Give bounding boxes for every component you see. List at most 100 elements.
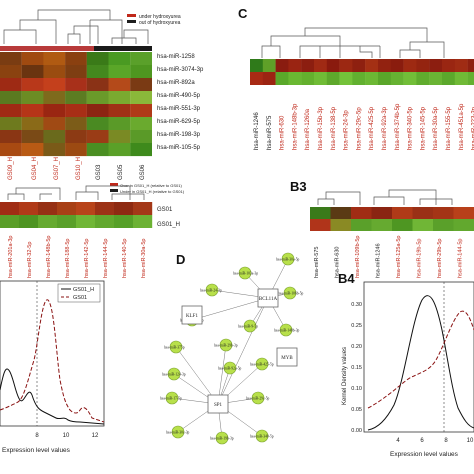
col-label: hsa-miR-575 [314,247,320,278]
heatmap-cell [403,59,417,72]
heatmap-cell [433,207,454,219]
heatmap-cell [108,52,131,66]
heatmap-cell [130,104,152,118]
heatmap-cell [108,130,131,144]
x-tick-label: 8 [444,438,448,444]
heatmap-cell [86,130,109,144]
col-label: hsa-miR-630 [280,115,286,150]
heatmap-cell [416,59,430,72]
heatmap-cell [0,143,22,157]
mirna-node [215,431,229,445]
row-label: hsa-miR-105-5p [157,145,201,151]
network-edge [175,346,219,405]
heatmap-cell [65,91,87,105]
col-label: GS09_H [8,157,14,180]
mirna-node [167,367,181,381]
network-edge [217,297,269,405]
heatmap-cell [288,59,302,72]
col-label: hsa-miR-425-5p [369,106,375,150]
mirna-node-label: hsa-miR-124-3p [162,373,186,377]
panel-b3-heatmap-cells [310,207,474,231]
col-label: hsa-miR-19b-5p [417,239,423,278]
panel-b3-heatmap: B3 hsa-miR-575 hsa-miR-630 hsa-miR-109b-5p… [290,179,474,278]
network-edge [191,297,269,321]
heatmap-cell [114,215,134,228]
heatmap-cell [352,72,366,85]
heatmap-cell [392,207,413,219]
heatmap-cell [412,219,434,231]
heatmap-cell [378,59,391,72]
panel-b1-legend: GS01_H GS01 [57,283,101,303]
heatmap-cell [86,117,109,131]
col-label: GS03 [96,164,102,180]
gene-hub-node [207,394,229,414]
col-label: hsa-miR-24-3p [344,110,350,150]
heatmap-cell [442,72,455,85]
panel-a-legend: under hydroxyurea out of hydroxyurea [127,14,181,26]
x-tick-label: 12 [92,433,99,439]
heatmap-cell [130,143,152,157]
mirna-node-label: hsa-miR-29c-5p [246,397,270,401]
gene-hub-label: MYB [281,356,293,361]
col-label: hsa-miR-1246 [376,243,382,278]
legend-label-out: out of hydroxyurea [139,20,181,26]
heatmap-cell [330,219,352,231]
panel-b3-dendrogram [317,189,453,205]
panel-b2-col-labels: hsa-miR-201a-3p hsa-miR-32-5p hsa-miR-148b… [8,236,147,279]
heatmap-cell [95,202,115,215]
mirna-node-label: hsa-miR-9-5p [238,325,258,329]
col-label: hsa-miR-140-5p [122,239,128,278]
heatmap-cell [86,143,109,157]
heatmap-cell [108,104,131,118]
network-nodes: hsa-miR-103a-3p hsa-miR-30a-5p hsa-miR-24-… [160,252,304,445]
legend-label-gs01: GS01 [73,295,87,301]
heatmap-cell [453,207,474,219]
heatmap-cell [114,202,134,215]
mirna-node [283,286,297,300]
heatmap-cell [392,219,413,231]
legend-swatch-under [110,189,118,192]
mirna-node [255,357,269,371]
density-curve-gs01 [0,299,105,423]
heatmap-cell [429,59,443,72]
legend-label-gs01h: GS01_H [73,287,94,293]
heatmap-cell [65,78,87,92]
heatmap-cell [108,65,131,79]
col-label: hsa-miR-223-3p [472,106,474,150]
heatmap-cell [0,202,20,215]
y-tick-label: 0.05 [351,407,362,413]
heatmap-cell [0,215,20,228]
col-label: hsa-miR-374b-5p [395,103,401,150]
heatmap-cell [339,59,353,72]
density-curve-red [367,310,474,409]
heatmap-cell [0,78,22,92]
heatmap-cell [65,143,87,157]
y-tick-label: 0.30 [351,302,362,308]
heatmap-cell [108,78,131,92]
group-bar-under [0,46,94,51]
x-axis-label: Expression level values [2,447,71,454]
heatmap-cell [371,219,393,231]
heatmap-cell [95,215,115,228]
mirna-node [251,391,265,405]
x-axis-label: Expression level values [390,451,459,458]
col-label: hsa-miR-144-5p [458,239,464,278]
heatmap-cell [43,143,66,157]
mirna-node-label: hsa-miR-375p [164,346,185,350]
heatmap-cell [130,117,152,131]
heatmap-cell [262,59,276,72]
group-bar-out [94,46,152,51]
col-label: hsa-miR-148b-5p [46,236,52,279]
col-label: hsa-miR-145-5p [420,106,426,150]
heatmap-cell [412,207,434,219]
x-tick-label: 8 [35,433,39,439]
row-label: hsa-miR-490-5p [157,93,201,99]
heatmap-cell [86,52,109,66]
col-label: hsa-miR-29c-5p [356,107,362,150]
gene-hub-label: BCL11A [259,297,278,302]
heatmap-cell [21,104,44,118]
col-label: hsa-miR-340-5p [408,106,414,150]
heatmap-cell [378,72,391,85]
heatmap-cell [352,59,366,72]
